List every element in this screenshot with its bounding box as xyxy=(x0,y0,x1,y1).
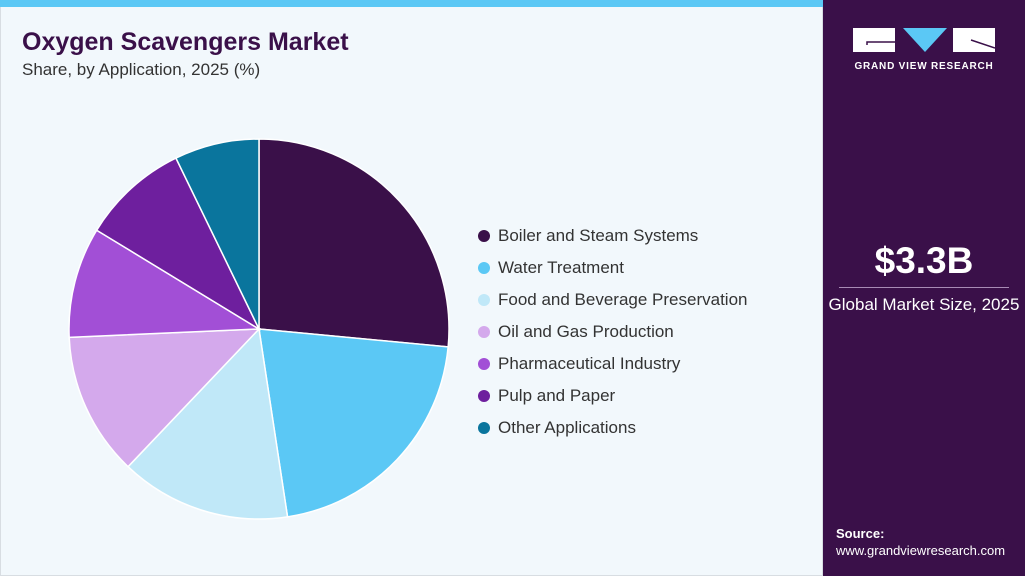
pie-chart xyxy=(68,138,450,520)
legend-label: Oil and Gas Production xyxy=(498,322,674,341)
legend-item: Boiler and Steam Systems xyxy=(478,220,748,252)
legend-label: Water Treatment xyxy=(498,258,624,277)
accent-bar xyxy=(0,0,823,7)
chart-title: Oxygen Scavengers Market xyxy=(22,28,349,56)
source-link[interactable]: www.grandviewresearch.com xyxy=(836,543,1006,558)
legend-swatch xyxy=(478,358,490,370)
chart-subtitle: Share, by Application, 2025 (%) xyxy=(22,60,261,79)
legend-item: Food and Beverage Preservation xyxy=(478,284,748,316)
legend-item: Pulp and Paper xyxy=(478,380,748,412)
legend-swatch xyxy=(478,390,490,402)
legend-label: Pharmaceutical Industry xyxy=(498,354,681,373)
legend-label: Boiler and Steam Systems xyxy=(498,226,699,245)
legend-swatch xyxy=(478,422,490,434)
brand-name: GRAND VIEW RESEARCH xyxy=(854,61,994,72)
pie-slice-pharmaceutical-industry xyxy=(68,229,262,339)
legend-item: Oil and Gas Production xyxy=(478,316,748,348)
market-size-label: Global Market Size, 2025 xyxy=(828,295,1020,314)
legend-item: Water Treatment xyxy=(478,252,748,284)
source-label: Source: xyxy=(836,526,885,541)
grand-view-research-logo xyxy=(853,28,995,52)
pie-slice-water-treatment xyxy=(258,328,449,518)
pie-slice-boiler-and-steam-systems xyxy=(258,138,450,348)
legend-swatch xyxy=(478,230,490,242)
pie-slice-food-and-beverage-preservation xyxy=(127,327,289,520)
legend-item: Pharmaceutical Industry xyxy=(478,348,748,380)
legend-label: Food and Beverage Preservation xyxy=(498,290,748,309)
pie-slice-other-applications xyxy=(174,138,260,330)
pie-slice-pulp-and-paper xyxy=(95,157,261,331)
market-size-value: $3.3B xyxy=(874,240,974,281)
legend-label: Pulp and Paper xyxy=(498,386,616,405)
pie-slice-oil-and-gas-production xyxy=(68,328,261,468)
legend: Boiler and Steam Systems Water Treatment F… xyxy=(478,220,748,444)
legend-swatch xyxy=(478,262,490,274)
divider xyxy=(839,287,1009,288)
legend-label: Other Applications xyxy=(498,418,636,437)
legend-item: Other Applications xyxy=(478,412,748,444)
legend-swatch xyxy=(478,326,490,338)
sidebar: GRAND VIEW RESEARCH $3.3B Global Market … xyxy=(823,0,1025,576)
legend-swatch xyxy=(478,294,490,306)
